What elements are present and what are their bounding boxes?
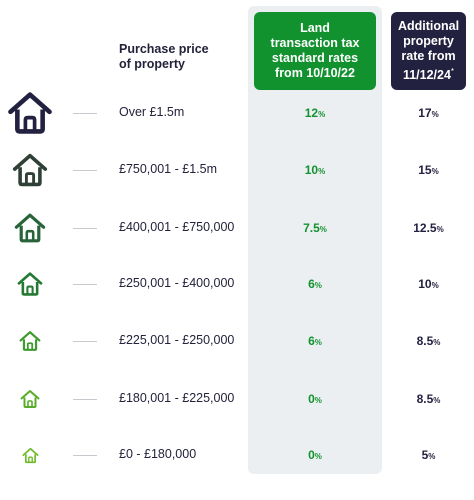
house-icon xyxy=(14,213,46,243)
row-divider xyxy=(73,455,97,456)
additional-rate-value: 8.5% xyxy=(416,334,441,348)
standard-rate-value: 6% xyxy=(308,277,322,291)
price-band-label: £400,001 - £750,000 xyxy=(119,220,235,234)
row-divider xyxy=(73,170,97,171)
row-divider xyxy=(73,284,97,285)
additional-rate-value: 17% xyxy=(418,106,439,120)
standard-rate-value: 0% xyxy=(308,448,322,462)
standard-rates-header: Land transaction tax standard rates from… xyxy=(254,12,376,90)
standard-rate-value: 6% xyxy=(308,334,322,348)
row-divider xyxy=(73,341,97,342)
purchase-price-heading: Purchase price of property xyxy=(119,42,209,71)
additional-rate-value: 15% xyxy=(418,163,439,177)
additional-rate-value: 5% xyxy=(421,448,436,462)
house-icon xyxy=(12,153,48,187)
row-divider xyxy=(73,113,97,114)
house-icon xyxy=(19,331,41,351)
price-band-label: Over £1.5m xyxy=(119,105,185,119)
price-band-label: £225,001 - £250,000 xyxy=(119,333,235,347)
price-band-label: £0 - £180,000 xyxy=(119,447,197,461)
standard-rate-value: 7.5% xyxy=(303,221,327,235)
additional-rate-value: 12.5% xyxy=(413,221,444,235)
price-band-label: £750,001 - £1.5m xyxy=(119,162,217,176)
additional-rates-header: Additional property rate from 11/12/24* xyxy=(391,12,466,90)
house-icon xyxy=(8,92,52,134)
house-icon xyxy=(17,272,43,296)
additional-rate-value: 10% xyxy=(418,277,439,291)
price-band-label: £250,001 - £400,000 xyxy=(119,276,235,290)
additional-rate-value: 8.5% xyxy=(416,392,441,406)
row-divider xyxy=(73,399,97,400)
standard-rate-value: 0% xyxy=(308,392,322,406)
price-band-label: £180,001 - £225,000 xyxy=(119,391,235,405)
standard-rate-value: 12% xyxy=(304,106,326,120)
house-icon xyxy=(20,390,40,408)
standard-rate-value: 10% xyxy=(304,163,326,177)
house-icon xyxy=(21,447,39,463)
row-divider xyxy=(73,228,97,229)
